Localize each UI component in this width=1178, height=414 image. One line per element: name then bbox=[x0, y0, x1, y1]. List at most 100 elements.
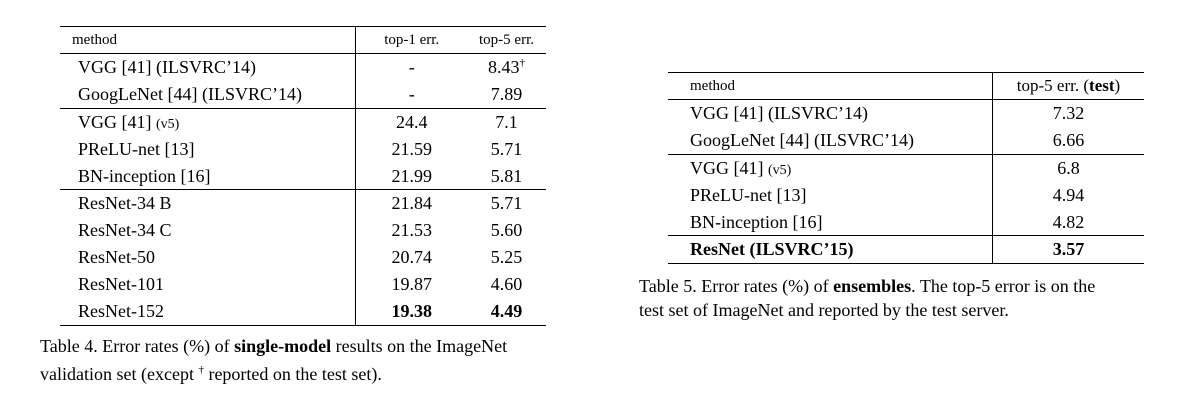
caption-4-bold: single-model bbox=[234, 336, 332, 356]
top5-value: 4.60 bbox=[490, 274, 523, 295]
table-4-header-row: method top-1 err. top-5 err. bbox=[60, 26, 546, 54]
table-5-body: method top-5 err. (test) VGG [41] (ILSVR… bbox=[668, 72, 1144, 265]
cell-top5: 8.43† bbox=[467, 52, 546, 81]
cell-method: PReLU-net [13] bbox=[668, 181, 993, 209]
table-5-header-row: method top-5 err. (test) bbox=[668, 72, 1144, 100]
table-row: VGG [41] (v5) 6.8 bbox=[668, 153, 1144, 182]
cell-top5: 5.71 bbox=[467, 189, 546, 218]
caption-4-post: results on the ImageNet bbox=[331, 336, 508, 356]
table-row: ResNet (ILSVRC’15) 3.57 bbox=[668, 235, 1144, 265]
cell-top5: 5.81 bbox=[467, 163, 546, 190]
method-name: GoogLeNet [44] (ILSVRC’14) bbox=[78, 83, 302, 104]
cell-top5: 4.60 bbox=[467, 271, 546, 298]
cell-method: ResNet-34 B bbox=[60, 189, 357, 218]
method-variant: (v5) bbox=[768, 162, 792, 178]
header-top5-post: ) bbox=[1114, 76, 1121, 95]
cell-top1: 19.38 bbox=[355, 298, 468, 326]
cell-top5: 6.8 bbox=[992, 153, 1144, 182]
caption-4-line2-post: reported on the test set). bbox=[203, 364, 382, 384]
caption-5-post: . The top-5 error is on the bbox=[911, 276, 1096, 296]
method-name: ResNet-50 bbox=[78, 247, 155, 268]
cell-method: VGG [41] (ILSVRC’14) bbox=[60, 52, 357, 81]
cell-top1: 19.87 bbox=[391, 274, 432, 295]
top5-value: 7.1 bbox=[495, 111, 518, 132]
cell-top1: 21.53 bbox=[391, 220, 432, 241]
cell-top5: 7.89 bbox=[467, 81, 546, 108]
header-top5: top-5 err. bbox=[467, 26, 546, 54]
method-name: PReLU-net [13] bbox=[78, 138, 195, 159]
cell-top5: 5.60 bbox=[467, 217, 546, 244]
header-top5-bold: test bbox=[1089, 76, 1115, 95]
caption-5-bold: ensembles bbox=[833, 276, 912, 296]
cell-top5: 5.25 bbox=[467, 244, 546, 271]
header-top5-test: top-5 err. (test) bbox=[992, 72, 1144, 100]
cell-method: ResNet-34 C bbox=[60, 217, 357, 245]
cell-method: PReLU-net [13] bbox=[60, 135, 357, 163]
cell-top5: 7.32 bbox=[992, 98, 1144, 127]
table-row: BN-inception [16] 21.99 5.81 bbox=[60, 162, 546, 190]
table-row: ResNet-50 20.74 5.25 bbox=[60, 244, 546, 272]
cell-method: ResNet-152 bbox=[60, 298, 357, 326]
table-4-body: method top-1 err. top-5 err. VGG [41] (I… bbox=[60, 26, 546, 326]
method-name: VGG [41] bbox=[690, 157, 764, 178]
method-name: ResNet (ILSVRC’15) bbox=[690, 239, 854, 260]
top5-value: 5.25 bbox=[490, 247, 523, 268]
cell-method: VGG [41] (v5) bbox=[668, 153, 993, 182]
cell-method: ResNet-101 bbox=[60, 271, 357, 299]
caption-4-line2-pre: validation set (except bbox=[40, 364, 199, 384]
method-variant: (v5) bbox=[156, 116, 180, 132]
cell-top1: 24.4 bbox=[355, 107, 468, 136]
table-4: method top-1 err. top-5 err. VGG [41] (I… bbox=[60, 26, 546, 326]
table-4-caption: Table 4. Error rates (%) of single-model… bbox=[40, 334, 507, 386]
cell-top5: 5.71 bbox=[467, 136, 546, 163]
method-name: VGG [41] (ILSVRC’14) bbox=[690, 102, 868, 123]
table-5-caption: Table 5. Error rates (%) of ensembles. T… bbox=[639, 274, 1095, 322]
method-name: GoogLeNet [44] (ILSVRC’14) bbox=[690, 129, 914, 150]
method-name: BN-inception [16] bbox=[690, 211, 823, 232]
table-5: method top-5 err. (test) VGG [41] (ILSVR… bbox=[668, 72, 1144, 265]
caption-4-pre: Table 4. Error rates (%) of bbox=[40, 336, 235, 356]
cell-top1: - bbox=[408, 83, 415, 104]
cell-top5: 4.49 bbox=[467, 298, 546, 326]
cell-method: ResNet (ILSVRC’15) bbox=[668, 235, 993, 265]
cell-top1: 21.59 bbox=[391, 138, 432, 159]
top5-value: 5.60 bbox=[490, 220, 523, 241]
cell-top1: 20.74 bbox=[391, 247, 432, 268]
top5-value: 5.81 bbox=[490, 165, 523, 186]
method-name: PReLU-net [13] bbox=[690, 184, 807, 205]
table-row: BN-inception [16] 4.82 bbox=[668, 208, 1144, 236]
cell-method: ResNet-50 bbox=[60, 244, 357, 272]
table-row: ResNet-101 19.87 4.60 bbox=[60, 271, 546, 299]
method-name: VGG [41] bbox=[78, 111, 152, 132]
table-row: ResNet-34 B 21.84 5.71 bbox=[60, 189, 546, 218]
table-row: PReLU-net [13] 4.94 bbox=[668, 181, 1144, 209]
test-set-dagger: † bbox=[519, 56, 526, 69]
header-method: method bbox=[60, 26, 357, 54]
method-name: ResNet-152 bbox=[78, 300, 164, 321]
cell-method: GoogLeNet [44] (ILSVRC’14) bbox=[668, 126, 993, 155]
cell-method: VGG [41] (v5) bbox=[60, 107, 357, 136]
method-name: ResNet-34 B bbox=[78, 193, 172, 214]
cell-top1: - bbox=[355, 52, 468, 81]
table-row: VGG [41] (ILSVRC’14) -8.43† bbox=[60, 52, 546, 81]
method-name: ResNet-34 C bbox=[78, 220, 172, 241]
top5-value: 5.71 bbox=[490, 193, 523, 214]
header-method: method bbox=[668, 72, 993, 100]
caption-5-line2: test set of ImageNet and reported by the… bbox=[639, 300, 1009, 320]
caption-5-pre: Table 5. Error rates (%) of bbox=[639, 276, 834, 296]
method-name: BN-inception [16] bbox=[78, 165, 211, 186]
table-row: ResNet-152 19.38 4.49 bbox=[60, 298, 546, 326]
table-row: VGG [41] (ILSVRC’14) 7.32 bbox=[668, 98, 1144, 127]
cell-top5: 7.1 bbox=[467, 107, 546, 136]
method-name: ResNet-101 bbox=[78, 274, 164, 295]
top5-value: 5.71 bbox=[490, 138, 523, 159]
table-row: VGG [41] (v5) 24.4 7.1 bbox=[60, 107, 546, 136]
cell-top5: 3.57 bbox=[992, 235, 1144, 265]
cell-method: VGG [41] (ILSVRC’14) bbox=[668, 98, 993, 127]
top5-value: 7.89 bbox=[490, 83, 523, 104]
header-top1: top-1 err. bbox=[355, 26, 468, 54]
cell-method: BN-inception [16] bbox=[668, 208, 993, 236]
cell-method: BN-inception [16] bbox=[60, 162, 357, 190]
table-row: GoogLeNet [44] (ILSVRC’14) - 7.89 bbox=[60, 80, 546, 109]
table-row: ResNet-34 C 21.53 5.60 bbox=[60, 217, 546, 245]
